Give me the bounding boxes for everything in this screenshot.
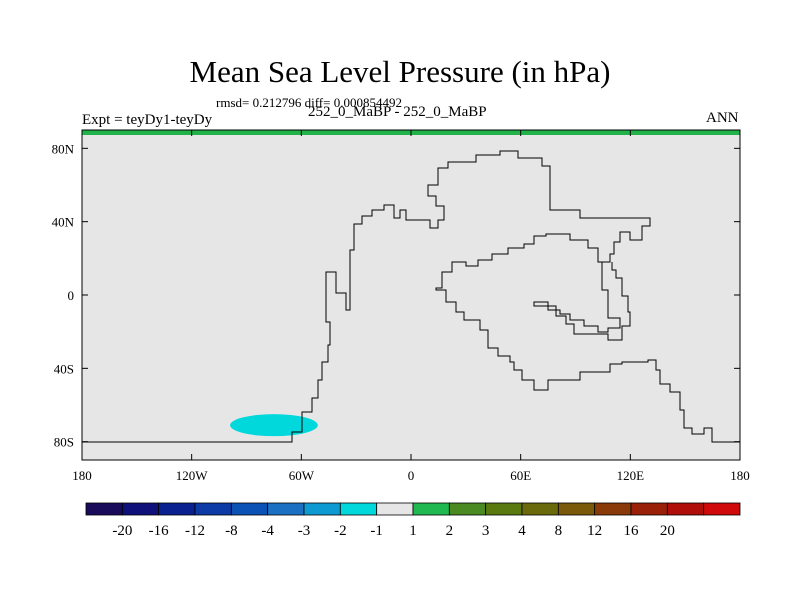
colorbar-label: -2 [334, 523, 347, 539]
colorbar-label: 1 [409, 523, 417, 539]
colorbar-swatch [448, 502, 487, 516]
colorbar-label: 20 [660, 523, 675, 539]
colorbar-swatch [339, 502, 378, 516]
colorbar-label: 16 [624, 523, 640, 539]
colorbar: -20 -16 -12 -8 -4 -3 -2 -1 1 2 3 4 8 12 16 20 [85, 502, 741, 539]
colorbar-swatch [594, 502, 632, 516]
colorbar-label: 3 [482, 523, 490, 539]
y-tick-label: 0 [68, 288, 75, 303]
colorbar-label: -12 [185, 523, 205, 539]
coastline [82, 150, 740, 443]
colorbar-label: 12 [587, 523, 602, 539]
colorbar-swatch [521, 502, 559, 516]
y-axis: 80N 40N 0 40S 80S [52, 141, 740, 450]
x-tick-label: 0 [408, 468, 415, 483]
colorbar-label: -16 [149, 523, 169, 539]
colorbar-swatch [194, 502, 232, 516]
y-tick-label: 40N [52, 215, 75, 230]
colorbar-label: -4 [261, 523, 274, 539]
colorbar-swatch [666, 502, 705, 516]
x-tick-label: 120E [617, 468, 645, 483]
x-tick-label: 180 [730, 468, 750, 483]
colorbar-swatch [630, 502, 668, 516]
colorbar-swatch [412, 502, 450, 516]
colorbar-label: -3 [298, 523, 311, 539]
rmsd-stat: rmsd= 0.212796 diff= 0.000854492 [216, 95, 402, 110]
colorbar-swatch [121, 502, 160, 516]
y-tick-label: 80N [52, 141, 75, 156]
x-tick-label: 60W [289, 468, 315, 483]
colorbar-swatch [303, 502, 341, 516]
x-tick-label: 120W [176, 468, 209, 483]
experiment-label: Expt = teyDy1-teyDy [82, 112, 213, 128]
y-tick-label: 40S [54, 361, 74, 376]
y-tick-label: 80S [54, 435, 74, 450]
season-label: ANN [706, 110, 739, 126]
colorbar-swatch [485, 502, 523, 516]
colorbar-swatch [557, 502, 596, 516]
colorbar-swatch [230, 502, 269, 516]
colorbar-label: 2 [446, 523, 454, 539]
case-label: 252_0_MaBP - 252_0_MaBP [308, 104, 487, 120]
x-tick-label: 60E [510, 468, 531, 483]
colorbar-label: -1 [370, 523, 383, 539]
x-axis: 180 120W 60W 0 60E 120E 180 [72, 130, 750, 483]
colorbar-swatch [703, 502, 741, 516]
colorbar-swatch [85, 502, 123, 516]
colorbar-label: -8 [225, 523, 238, 539]
map-background [82, 130, 740, 460]
colorbar-swatch [158, 502, 196, 516]
negative-anomaly-region [230, 414, 318, 437]
colorbar-label: 8 [555, 523, 563, 539]
x-tick-label: 180 [72, 468, 92, 483]
colorbar-label: -20 [112, 523, 132, 539]
colorbar-swatch [267, 502, 305, 516]
colorbar-label: 4 [518, 523, 526, 539]
colorbar-swatch [376, 502, 414, 516]
map-title: Mean Sea Level Pressure (in hPa) [189, 54, 611, 89]
